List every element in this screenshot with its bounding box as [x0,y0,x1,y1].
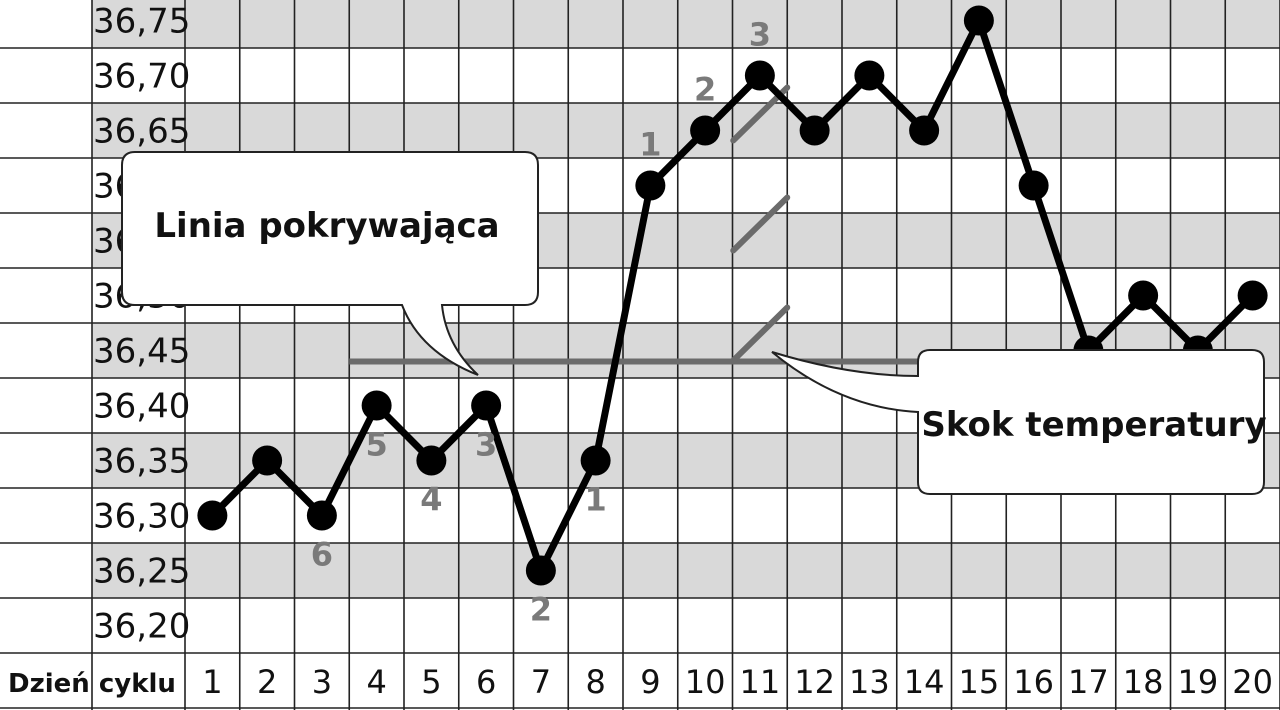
data-point [909,115,940,146]
data-point [799,115,830,146]
y-tick-label: 36,45 [93,332,190,372]
x-tick-label: 20 [1232,663,1273,701]
x-tick-label: 16 [1013,663,1054,701]
data-point [1237,280,1268,311]
callout-temperature-rise: Skok temperatury [771,349,1267,495]
data-point [252,445,283,476]
count-label: 2 [530,591,552,629]
count-label: 6 [311,536,333,574]
x-tick-label: 3 [312,663,332,701]
count-label: 1 [639,126,661,164]
x-tick-label: 8 [585,663,605,701]
count-label: 1 [584,481,606,519]
y-tick-label: 36,25 [93,552,190,592]
grid-band [92,488,1280,543]
callout-cover-line-label: Linia pokrywająca [154,206,499,246]
x-tick-label: 12 [794,663,835,701]
data-point [580,445,611,476]
data-point [416,445,447,476]
y-tick-label: 36,65 [93,112,190,152]
callout-temperature-rise-label: Skok temperatury [921,405,1266,445]
data-point [306,500,337,531]
x-tick-label: 18 [1123,663,1164,701]
data-point [963,5,994,36]
x-tick-label: 11 [740,663,781,701]
count-label: 3 [749,16,771,54]
data-point [525,555,556,586]
x-axis-labels: Dzień cyklu 1 2 3 4 5 6 7 8 9 10 11 12 13 14 15 16 17 18 1… [8,663,1273,701]
grid-band [92,48,1280,103]
x-tick-label: 2 [257,663,277,701]
data-point [635,170,666,201]
y-tick-label: 36,30 [93,497,190,537]
x-tick-label: 10 [685,663,726,701]
x-tick-label: 14 [904,663,945,701]
data-point [1128,280,1159,311]
x-tick-label: 7 [531,663,551,701]
x-tick-label: 13 [849,663,890,701]
x-tick-label: 4 [366,663,386,701]
data-point [471,390,502,421]
data-point [690,115,721,146]
x-tick-label: 17 [1068,663,1109,701]
y-tick-label: 36,75 [93,2,190,42]
x-axis-title: Dzień cyklu [8,669,176,699]
x-tick-label: 5 [421,663,441,701]
rise-mark [730,304,791,364]
grid-band [92,0,1280,48]
x-tick-label: 1 [202,663,222,701]
x-tick-label: 9 [640,663,660,701]
grid-band [92,543,1280,598]
callout-temperature-rise-bubble [771,349,1265,495]
temperature-series [197,5,1268,586]
count-label: 3 [475,426,497,464]
data-point [1018,170,1049,201]
y-tick-label: 36,40 [93,387,190,427]
y-tick-label: 36,70 [93,57,190,97]
left-blank-column [0,0,92,653]
x-tick-label: 19 [1178,663,1219,701]
data-point [854,60,885,91]
x-tick-label: 15 [959,663,1000,701]
y-tick-label: 36,20 [93,607,190,647]
data-point [197,500,228,531]
data-point [361,390,392,421]
count-label: 4 [420,481,442,519]
callout-cover-line-bubble [121,151,539,376]
count-label: 5 [365,426,387,464]
x-tick-label: 6 [476,663,496,701]
count-label: 2 [694,71,716,109]
y-tick-label: 36,35 [93,442,190,482]
callout-cover-line: Linia pokrywająca [121,151,539,376]
grid-bands [0,0,1280,653]
rise-mark [730,194,791,254]
data-point [744,60,775,91]
grid-band [92,598,1280,653]
